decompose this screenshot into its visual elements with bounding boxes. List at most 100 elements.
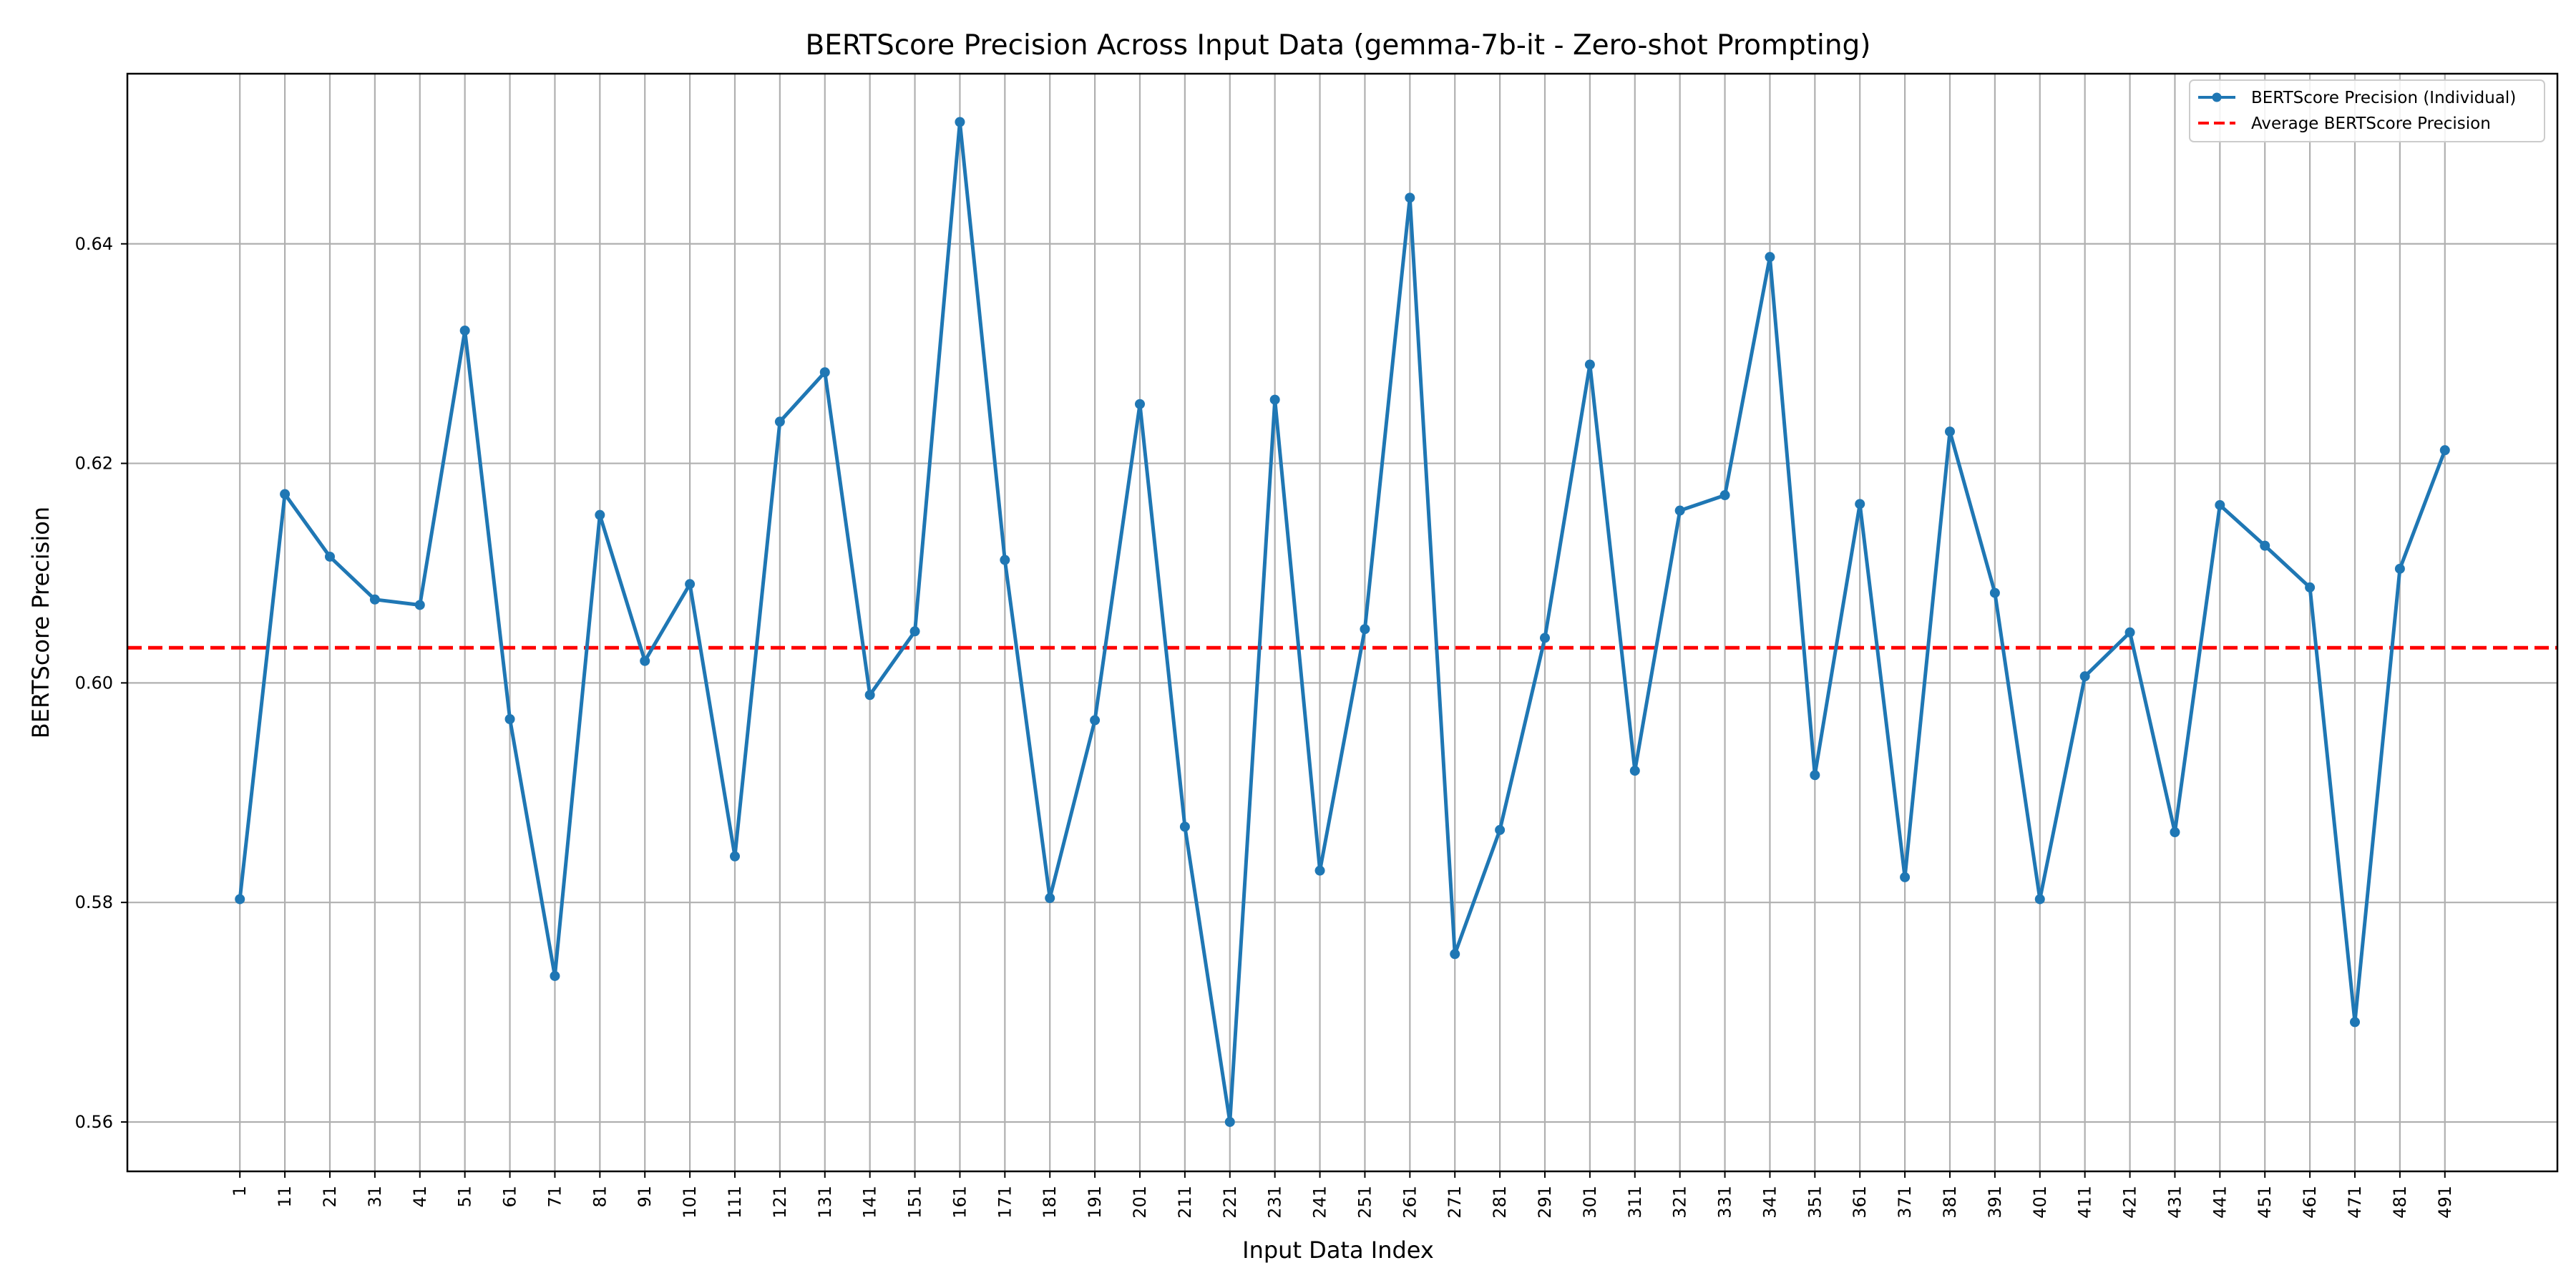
data-point (2215, 499, 2225, 510)
x-tick-label: 441 (2210, 1186, 2230, 1219)
x-tick-label: 141 (860, 1186, 880, 1219)
x-tick-label: 291 (1535, 1186, 1555, 1219)
data-point (1090, 715, 1101, 726)
data-point (1989, 587, 2000, 598)
x-tick-label: 91 (635, 1186, 655, 1208)
data-point (369, 594, 380, 605)
x-tick-label: 351 (1805, 1186, 1825, 1219)
x-tick-label: 171 (995, 1186, 1015, 1219)
x-tick-label: 251 (1355, 1186, 1375, 1219)
x-tick-label: 61 (500, 1186, 520, 1208)
x-axis-label: Input Data Index (1242, 1236, 1434, 1264)
x-tick-label: 81 (590, 1186, 610, 1208)
x-tick-label: 151 (905, 1186, 925, 1219)
data-point (1269, 394, 1280, 405)
x-tick-label: 361 (1850, 1186, 1870, 1219)
data-point (504, 713, 515, 724)
x-tick-label: 301 (1580, 1186, 1600, 1219)
x-tick-label: 121 (770, 1186, 790, 1219)
data-point (1584, 359, 1595, 370)
data-point (685, 579, 696, 590)
y-axis-label: BERTScore Precision (27, 507, 54, 738)
x-tick-label: 51 (455, 1186, 475, 1208)
x-tick-label: 431 (2165, 1186, 2185, 1219)
y-axis-ticks: 0.56 0.58 0.60 0.62 0.64 (75, 234, 127, 1132)
data-point (325, 551, 335, 562)
legend: BERTScore Precision (Individual) Average… (2189, 79, 2545, 142)
x-tick-label: 321 (1670, 1186, 1690, 1219)
series-line-individual (238, 120, 2447, 1124)
data-point (2350, 1017, 2360, 1028)
data-point (595, 509, 605, 520)
data-point (550, 970, 560, 981)
x-tick-label: 371 (1895, 1186, 1915, 1219)
x-tick-label: 211 (1175, 1186, 1195, 1219)
x-tick-label: 241 (1310, 1186, 1330, 1219)
data-point (2439, 445, 2450, 456)
series-layer (235, 117, 2450, 1127)
x-tick-label: 1 (230, 1186, 250, 1196)
data-point (1945, 426, 1955, 437)
data-point (1765, 252, 1775, 263)
data-point (909, 626, 920, 637)
x-tick-label: 311 (1625, 1186, 1645, 1219)
data-point (1224, 1116, 1235, 1127)
data-point (1855, 499, 1865, 509)
x-tick-label: 71 (545, 1186, 565, 1208)
data-point (1629, 766, 1640, 776)
x-tick-label: 401 (2030, 1186, 2050, 1219)
x-tick-label: 201 (1130, 1186, 1150, 1219)
data-point (1135, 399, 1145, 409)
data-point (280, 489, 291, 499)
x-tick-label: 331 (1715, 1186, 1735, 1219)
plot-frame (126, 72, 2559, 1173)
y-tick-label: 0.62 (75, 454, 113, 474)
x-tick-label: 471 (2345, 1186, 2365, 1219)
data-point (864, 690, 875, 701)
chart-title: BERTScore Precision Across Input Data (g… (805, 29, 1870, 62)
data-point (2170, 826, 2180, 837)
x-tick-label: 391 (1985, 1186, 2005, 1219)
x-tick-label: 411 (2075, 1186, 2095, 1219)
data-point (1360, 624, 1370, 635)
data-point (1900, 872, 1911, 882)
data-point (414, 600, 425, 610)
x-axis-ticks: 1 11 21 31 41 51 61 71 81 91 101 111 121 131 141 151 161… (230, 1171, 2455, 1219)
legend-box (2189, 79, 2545, 142)
data-point (1674, 505, 1685, 516)
data-point (955, 117, 965, 127)
data-point (1495, 824, 1506, 835)
data-point (459, 325, 470, 336)
x-tick-label: 381 (1940, 1186, 1960, 1219)
data-point (640, 655, 650, 666)
data-point (2034, 894, 2045, 904)
x-tick-label: 101 (680, 1186, 700, 1219)
data-point (1540, 633, 1550, 643)
x-tick-label: 421 (2120, 1186, 2140, 1219)
x-tick-label: 31 (365, 1186, 385, 1208)
x-tick-label: 161 (950, 1186, 970, 1219)
data-point (730, 851, 740, 862)
data-point (1179, 821, 1190, 832)
data-point (1810, 770, 1820, 781)
x-tick-label: 261 (1400, 1186, 1420, 1219)
x-tick-label: 451 (2255, 1186, 2275, 1219)
data-point (2394, 563, 2405, 574)
y-tick-label: 0.58 (75, 892, 113, 912)
x-tick-label: 341 (1760, 1186, 1780, 1219)
data-point (774, 416, 785, 427)
data-point (1450, 949, 1460, 960)
x-tick-label: 11 (275, 1186, 295, 1208)
x-tick-label: 41 (410, 1186, 430, 1208)
x-tick-label: 181 (1040, 1186, 1060, 1219)
y-tick-label: 0.60 (75, 673, 113, 693)
x-tick-label: 131 (815, 1186, 835, 1219)
data-point (2079, 671, 2090, 682)
y-tick-label: 0.64 (75, 234, 113, 254)
data-point (1719, 490, 1730, 501)
legend-label-average: Average BERTScore Precision (2251, 114, 2491, 133)
x-tick-label: 281 (1490, 1186, 1510, 1219)
